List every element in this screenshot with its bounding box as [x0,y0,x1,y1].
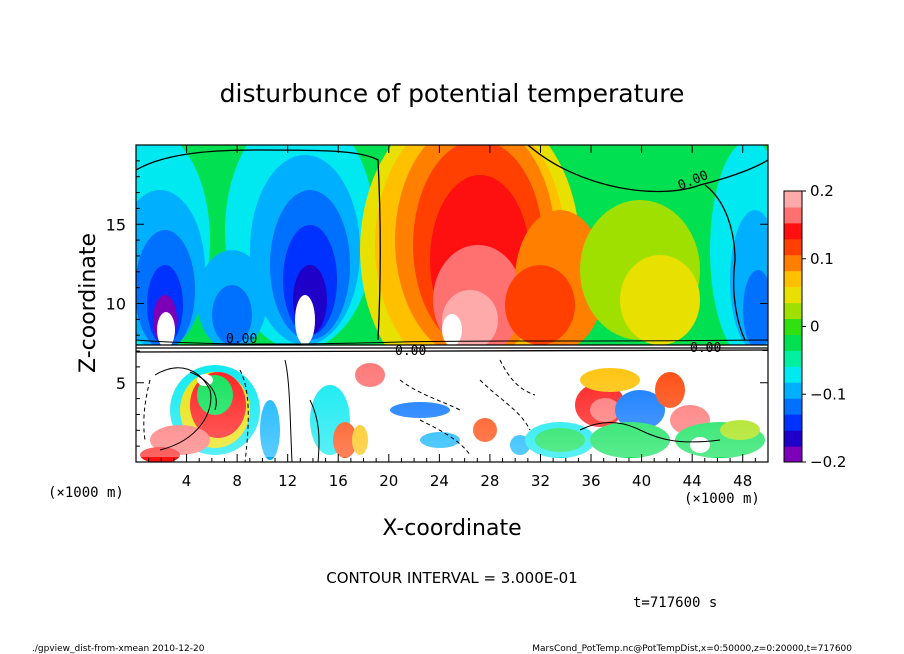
x-tick-label: 32 [531,472,550,490]
x-tick-label: 12 [278,472,297,490]
colorbar: −0.2 −0.1 0 0.1 0.2 [783,182,846,471]
colorbar-swatch [784,318,802,335]
colorbar-swatch [784,254,802,272]
x-tick-label: 36 [581,472,600,490]
contour-label: 0.00 [395,344,426,359]
contour-lines [136,145,768,462]
colorbar-swatch [784,270,802,288]
x-unit-right: (×1000 m) [684,491,760,507]
x-axis-label: X-coordinate [382,516,521,541]
colorbar-swatch [784,414,802,431]
footer-right: MarsCond_PotTemp.nc@PotTempDist,x=0:5000… [532,644,852,654]
colorbar-swatch [784,398,802,415]
y-axis: 5 10 15 [106,160,768,447]
y-axis-label: Z-coordinate [76,233,101,373]
x-tick-label: 4 [182,472,192,490]
contour-interval: CONTOUR INTERVAL = 3.000E-01 [326,569,577,587]
colorbar-swatch [784,382,802,399]
x-tick-label: 16 [329,472,348,490]
x-tick-label: 8 [232,472,242,490]
y-tick-label: 15 [106,215,126,234]
colorbar-swatch [784,191,802,208]
y-tick-label: 10 [106,295,126,314]
colorbar-swatch [784,446,802,463]
contour-label: 0.00 [226,332,257,347]
footer-left: ./gpview_dist-from-xmean 2010-12-20 [32,644,205,654]
lower-field [136,340,768,462]
colorbar-swatch [784,350,802,367]
x-tick-label: 24 [430,472,449,490]
x-tick-label: 44 [683,472,702,490]
x-tick-label: 40 [632,472,651,490]
colorbar-swatch [784,206,802,224]
time-label: t=717600 s [633,595,717,611]
x-tick-label: 20 [379,472,398,490]
colorbar-swatch [784,366,802,383]
x-tick-label: 48 [733,472,752,490]
chart-title: disturbunce of potential temperature [220,79,685,108]
colorbar-swatch [784,302,802,320]
colorbar-swatch [784,238,802,256]
colorbar-tick-label: −0.1 [810,385,846,403]
x-unit-left: (×1000 m) [48,485,124,501]
colorbar-swatch [784,286,802,304]
colorbar-tick-label: 0 [810,318,820,336]
y-tick-label: 5 [116,374,126,393]
colorbar-swatch [784,430,802,447]
colorbar-tick-label: 0.1 [810,250,834,268]
colorbar-swatch [784,334,802,351]
contour-label: 0.00 [690,341,721,356]
colorbar-swatch [784,222,802,240]
x-axis: 4 8 12 16 20 24 28 32 36 40 44 48 [148,145,756,490]
colorbar-tick-label: −0.2 [810,453,846,471]
plot-area: 0.00 0.00 0.00 0.00 [136,145,768,462]
x-tick-label: 28 [480,472,499,490]
upper-field [136,145,768,400]
colorbar-tick-label: 0.2 [810,182,834,200]
